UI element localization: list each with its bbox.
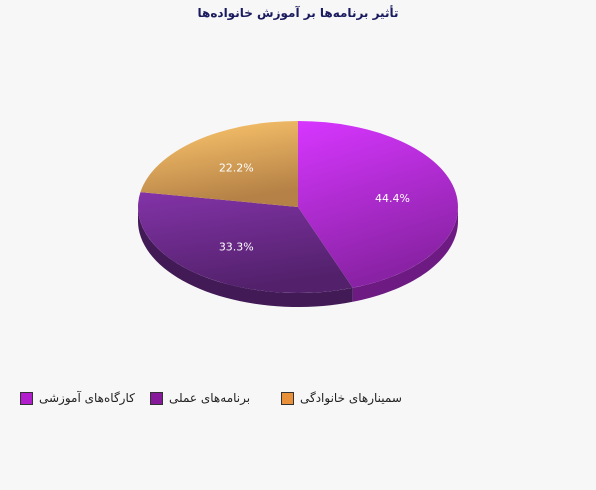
pie-slices — [138, 121, 458, 293]
pie-label-workshops: 44.4% — [375, 192, 410, 205]
pie-slice-practical-programs — [138, 192, 353, 293]
pie-slice-workshops — [298, 121, 458, 288]
legend-label-workshops: کارگاه‌های آموزشی — [39, 391, 135, 405]
legend-swatch-family-seminars — [281, 391, 294, 405]
pie-label-practical-programs: 33.3% — [219, 241, 254, 254]
chart-title: تأثیر برنامه‌ها بر آموزش خانواده‌ها — [197, 6, 399, 20]
pie-label-family-seminars: 22.2% — [219, 162, 254, 175]
legend-label-family-seminars: سمینارهای خانوادگی — [300, 391, 402, 405]
legend-label-practical-programs: برنامه‌های عملی — [169, 391, 251, 405]
pie-side-practical-programs — [138, 207, 353, 307]
legend-item-workshops: کارگاه‌های آموزشی — [20, 389, 135, 407]
legend-item-family-seminars: سمینارهای خانوادگی — [281, 389, 402, 407]
legend-swatch-workshops — [20, 391, 33, 405]
pie-value-labels: 44.4% 33.3% 22.2% — [219, 162, 410, 254]
pie-sides — [138, 207, 458, 307]
pie-side-workshops — [352, 207, 458, 302]
legend-item-practical-programs: برنامه‌های عملی — [150, 389, 250, 407]
legend-swatch-practical-programs — [150, 391, 163, 405]
pie-slice-family-seminars — [140, 121, 298, 207]
